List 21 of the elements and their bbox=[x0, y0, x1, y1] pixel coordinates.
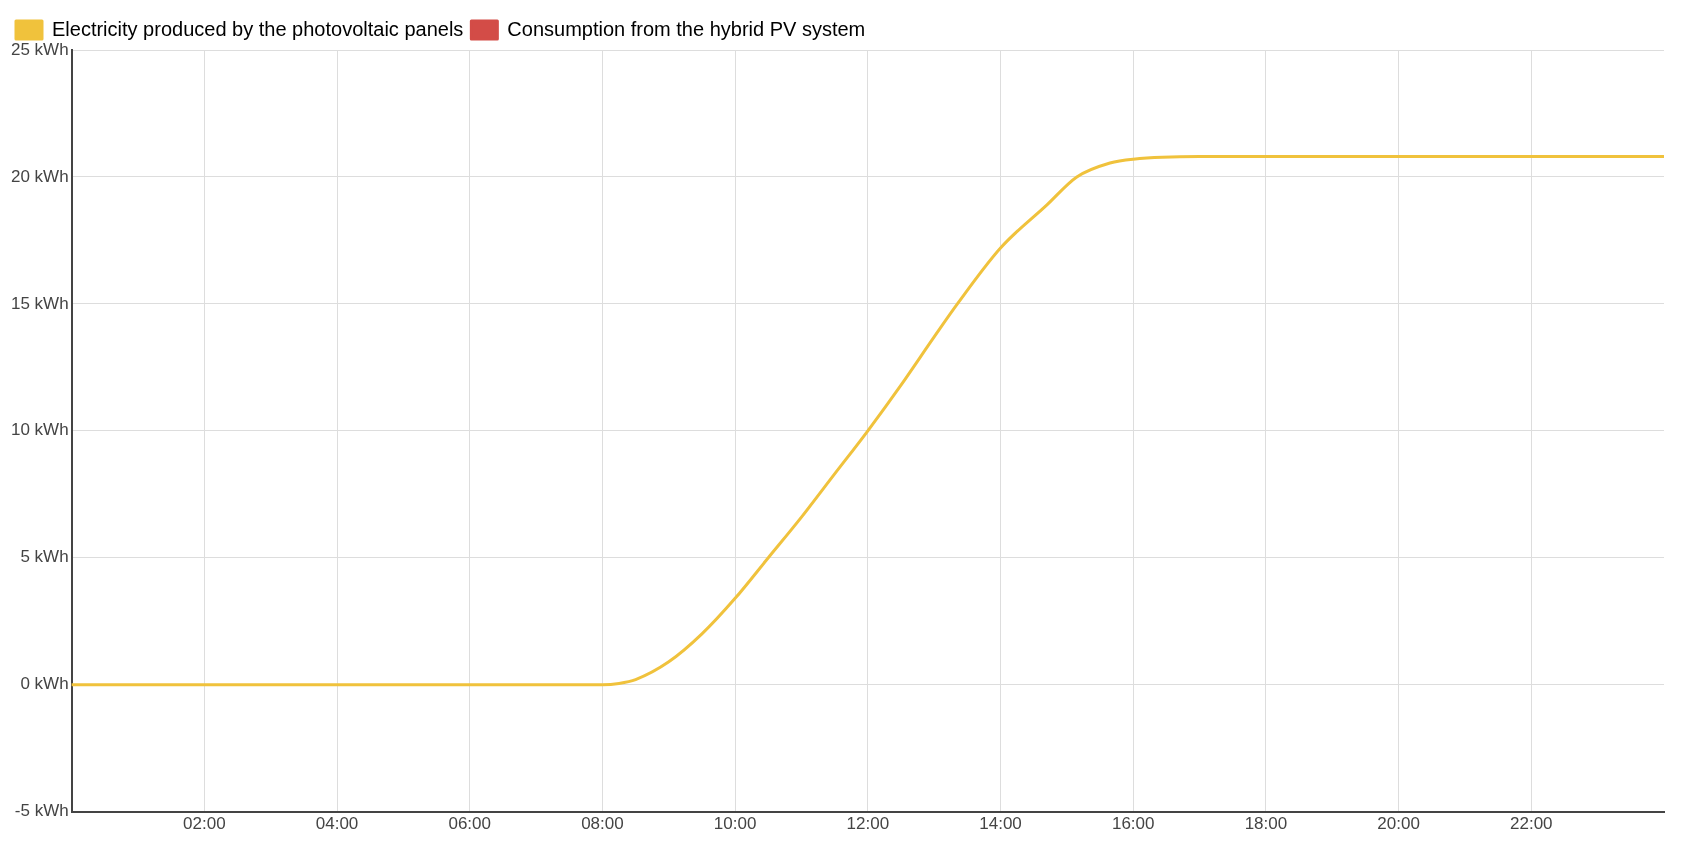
line-series bbox=[71, 155, 1664, 687]
x-tick-label: 14:00 bbox=[979, 814, 1022, 834]
x-tick-label: 02:00 bbox=[183, 814, 226, 834]
x-tick-label: 16:00 bbox=[1111, 814, 1155, 834]
legend-label: Electricity produced by the photovoltaic panels bbox=[52, 17, 464, 40]
x-tick-label: 22:00 bbox=[1510, 814, 1553, 834]
x-tick-label: 20:00 bbox=[1377, 814, 1420, 834]
y-tick-label: -5 kWh bbox=[14, 801, 69, 821]
x-tick-label: 04:00 bbox=[315, 814, 359, 834]
y-tick-label: 15 kWh bbox=[10, 293, 69, 313]
x-tick-label: 06:00 bbox=[448, 814, 491, 834]
x-tick-label: 08:00 bbox=[581, 814, 624, 834]
y-tick-label: 25 kWh bbox=[10, 39, 69, 59]
y-tick-label: 0 kWh bbox=[20, 674, 69, 694]
y-tick-label: 5 kWh bbox=[20, 547, 69, 567]
x-tick-label: 18:00 bbox=[1244, 814, 1288, 834]
x-tick-label: 10:00 bbox=[713, 814, 757, 834]
y-tick-label: 10 kWh bbox=[10, 420, 69, 440]
y-tick-label: 20 kWh bbox=[10, 166, 69, 186]
x-tick-label: 12:00 bbox=[846, 814, 890, 834]
legend-label: Consumption from the hybrid PV system bbox=[507, 17, 866, 40]
